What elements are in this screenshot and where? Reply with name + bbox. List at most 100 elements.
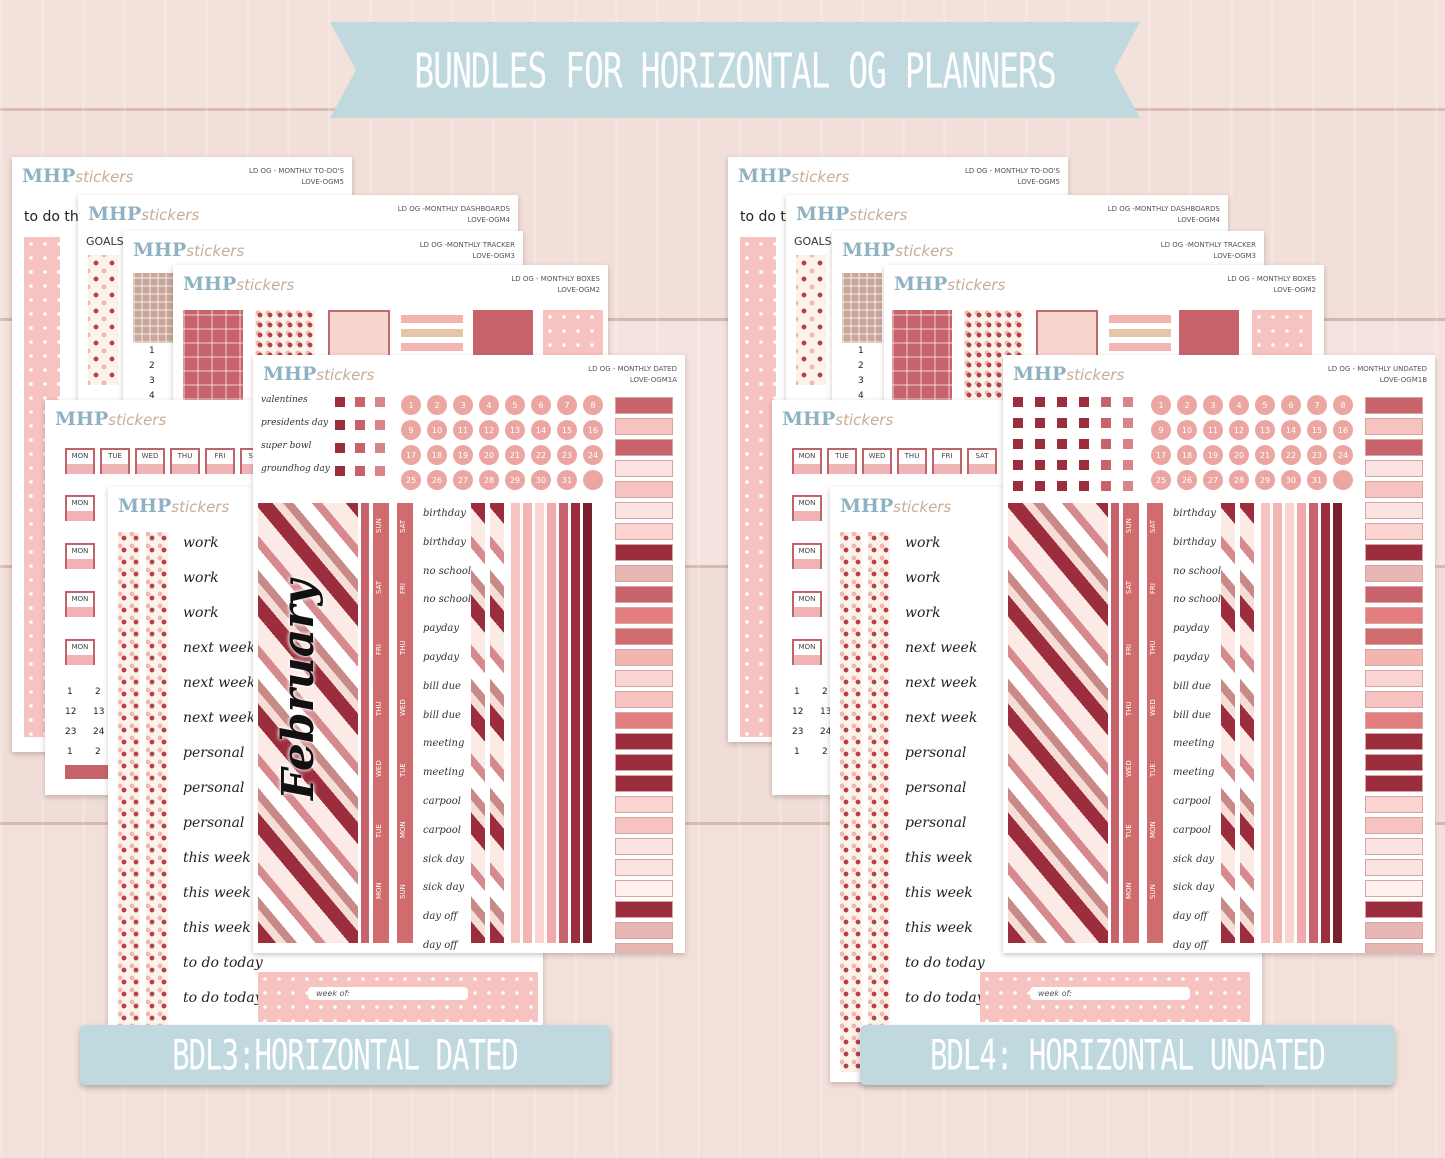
todo-heading: to do th — [24, 209, 79, 225]
goals-label: GOALS — [86, 235, 124, 248]
day-label: SUN — [1125, 518, 1133, 533]
script-word: payday — [1173, 651, 1210, 663]
box-sticker — [1365, 649, 1423, 666]
grid-number: 2 — [822, 687, 828, 697]
date-circle: 4 — [1229, 395, 1249, 415]
box-sticker — [1365, 397, 1423, 414]
square-sticker — [1079, 460, 1089, 470]
date-circle: 3 — [453, 395, 473, 415]
weekday-tab: TUE — [827, 448, 857, 474]
weekly-word: to do today — [905, 990, 985, 1006]
event-square — [335, 420, 345, 430]
square-sticker — [1101, 418, 1111, 428]
date-circle: 10 — [1177, 420, 1197, 440]
script-word: no school — [423, 594, 472, 606]
bundle-label-left: BDL3:HORIZONTAL DATED — [80, 1025, 610, 1085]
banner-ribbon-shape — [330, 22, 1140, 118]
grid-number: 1 — [67, 687, 73, 697]
brand-logo: MHPstickers — [263, 363, 375, 385]
sheet-code: LD OG - MONTHLY DATED LOVE-OGM1A — [588, 365, 677, 384]
stripe — [523, 503, 532, 943]
brand-logo: MHPstickers — [22, 165, 134, 187]
day-label: MON — [375, 882, 383, 899]
box-sticker — [615, 775, 673, 792]
date-circle: 2 — [1177, 395, 1197, 415]
brand-logo: MHPstickers — [842, 239, 954, 261]
event-square — [355, 443, 365, 453]
date-circle: 17 — [401, 445, 421, 465]
tracker-number: 3 — [858, 376, 864, 386]
day-label: THU — [375, 701, 383, 716]
square-sticker — [1057, 460, 1067, 470]
box-sticker — [1365, 838, 1423, 855]
script-word: day off — [423, 911, 458, 923]
date-circle: 25 — [401, 470, 421, 490]
day-label: WED — [399, 699, 407, 716]
tracker-number: 4 — [149, 391, 155, 401]
event-square — [355, 420, 365, 430]
square-sticker — [1057, 481, 1067, 491]
day-strip: SAT FRI THU WED TUE MON SUN — [397, 503, 413, 943]
date-circle: 8 — [583, 395, 603, 415]
date-circle: 5 — [1255, 395, 1275, 415]
script-word: no school — [1173, 565, 1222, 577]
date-circle: 23 — [557, 445, 577, 465]
box-sticker — [615, 691, 673, 708]
weekly-word: work — [183, 570, 219, 586]
solid-strip — [1111, 503, 1119, 943]
date-circle: 21 — [505, 445, 525, 465]
date-circles: 1 2 3 4 5 6 7 8 9 10 11 12 13 14 15 16 17 18 19 20 21 22 23 24 2… — [401, 395, 603, 490]
date-circle: 28 — [479, 470, 499, 490]
box-sticker — [615, 712, 673, 729]
brand-logo: MHPstickers — [183, 273, 295, 295]
weekly-word: next week — [905, 710, 978, 726]
event-square — [335, 397, 345, 407]
solid-strip — [361, 503, 369, 943]
square-sticker — [1123, 418, 1133, 428]
script-word: bill due — [1173, 709, 1211, 721]
banner-title: BUNDLES FOR HORIZONTAL OG PLANNERS — [414, 41, 1057, 99]
stripe-set — [511, 503, 592, 943]
weekly-word: work — [905, 605, 941, 621]
day-label: SAT — [399, 519, 407, 533]
month-name: February — [273, 579, 324, 800]
square-sticker — [1079, 481, 1089, 491]
undated-sheet: MHPstickers LD OG - MONTHLY UNDATED LOVE-… — [1003, 355, 1435, 953]
day-label: SUN — [375, 518, 383, 533]
square-sticker — [1101, 460, 1111, 470]
box-sticker — [615, 565, 673, 582]
week-of-label: week of: — [1030, 987, 1190, 1000]
event-label: presidents day — [261, 418, 329, 428]
date-circle: 14 — [531, 420, 551, 440]
box-sticker — [615, 796, 673, 813]
day-label: FRI — [1125, 644, 1133, 655]
dot-strip — [868, 532, 890, 1072]
box-sticker — [1365, 607, 1423, 624]
dot-strip — [146, 532, 168, 1032]
box-sticker — [1365, 418, 1423, 435]
date-circle: 15 — [1307, 420, 1327, 440]
square-sticker — [1035, 481, 1045, 491]
date-circle: 19 — [453, 445, 473, 465]
date-circle: 20 — [479, 445, 499, 465]
date-circle: 12 — [1229, 420, 1249, 440]
grid-number: 1 — [67, 747, 73, 757]
date-circle: 18 — [427, 445, 447, 465]
sheet-code: LD OG - MONTHLY BOXES LOVE-OGM2 — [511, 275, 600, 294]
day-label: MON — [399, 821, 407, 838]
event-square — [375, 420, 385, 430]
stripe — [547, 503, 556, 943]
stripe — [1273, 503, 1282, 943]
stripe — [583, 503, 592, 943]
date-circle: 10 — [427, 420, 447, 440]
square-sticker — [1035, 397, 1045, 407]
weekly-word: work — [183, 605, 219, 621]
weekly-word: personal — [905, 745, 967, 761]
weekly-word: work — [905, 570, 941, 586]
dot-strip — [118, 532, 140, 1032]
script-word: no school — [1173, 594, 1222, 606]
weekly-word: next week — [905, 640, 978, 656]
brand-logo: MHPstickers — [133, 239, 245, 261]
box-sticker — [615, 523, 673, 540]
weekly-word: work — [905, 535, 941, 551]
